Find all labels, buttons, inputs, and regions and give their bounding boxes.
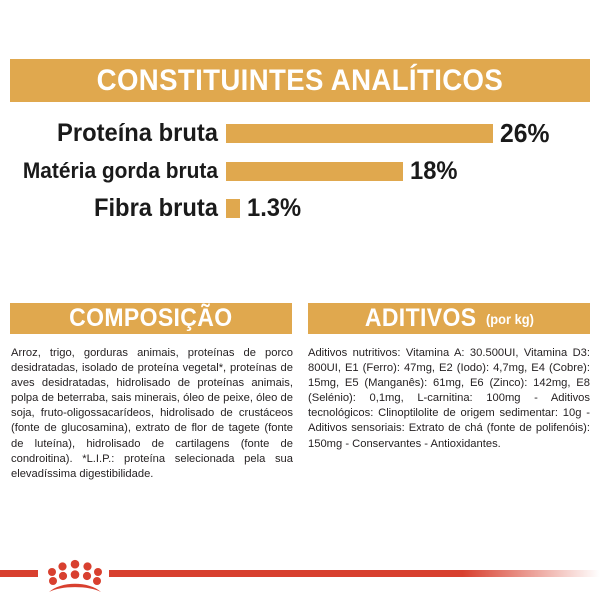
chart-label-protein: Proteína bruta bbox=[56, 118, 218, 147]
footer-brand-rule bbox=[0, 556, 600, 600]
chart-value-fat: 18% bbox=[410, 156, 458, 185]
brand-rule-left-segment bbox=[0, 570, 38, 577]
section-header-analytical-constituents: CONSTITUINTES ANALÍTICOS bbox=[10, 59, 590, 102]
chart-value-protein: 26% bbox=[500, 117, 550, 148]
royal-canin-crown-icon bbox=[48, 559, 102, 592]
analytical-constituents-chart: Proteína bruta 26% Matéria gorda bruta 1… bbox=[0, 116, 600, 231]
section-header-composition: COMPOSIÇÃO bbox=[10, 303, 292, 334]
section-title-composition: COMPOSIÇÃO bbox=[69, 304, 233, 332]
chart-value-fibre: 1.3% bbox=[247, 193, 302, 222]
chart-bar-fat bbox=[226, 161, 403, 181]
chart-label-fibre: Fibra bruta bbox=[93, 193, 218, 222]
section-header-additives: ADITIVOS (por kg) bbox=[308, 303, 590, 334]
chart-row-fibre: Fibra bruta 1.3% bbox=[0, 192, 600, 224]
chart-bar-protein bbox=[226, 123, 493, 143]
composition-body-text: Arroz, trigo, gorduras animais, proteína… bbox=[11, 347, 293, 480]
chart-label-fat: Matéria gorda bruta bbox=[22, 158, 219, 183]
chart-bar-fibre bbox=[226, 198, 240, 218]
chart-row-fat: Matéria gorda bruta 18% bbox=[0, 155, 600, 187]
section-subtitle-additives-per-kg: (por kg) bbox=[485, 310, 534, 327]
additives-body-text: Aditivos nutritivos: Vitamina A: 30.500U… bbox=[308, 347, 590, 450]
section-title-analytical-constituents: CONSTITUINTES ANALÍTICOS bbox=[96, 63, 504, 97]
section-title-additives: ADITIVOS bbox=[365, 304, 477, 332]
brand-rule-right-segment bbox=[109, 570, 600, 577]
chart-row-protein: Proteína bruta 26% bbox=[0, 116, 600, 150]
